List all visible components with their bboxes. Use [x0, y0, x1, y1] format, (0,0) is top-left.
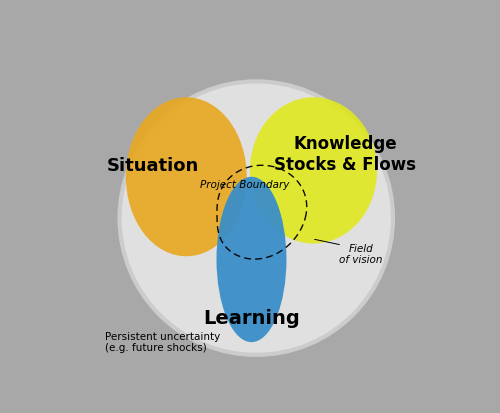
- Text: Learning: Learning: [203, 309, 300, 328]
- Text: Project Boundary: Project Boundary: [200, 180, 290, 190]
- Text: Situation: Situation: [107, 157, 199, 175]
- Text: Knowledge
Stocks & Flows: Knowledge Stocks & Flows: [274, 135, 416, 174]
- Circle shape: [120, 81, 393, 355]
- Ellipse shape: [216, 177, 286, 342]
- Text: Persistent uncertainty
(e.g. future shocks): Persistent uncertainty (e.g. future shoc…: [105, 332, 220, 353]
- Ellipse shape: [126, 97, 246, 256]
- Ellipse shape: [250, 97, 377, 244]
- Text: Field
of vision: Field of vision: [340, 244, 383, 266]
